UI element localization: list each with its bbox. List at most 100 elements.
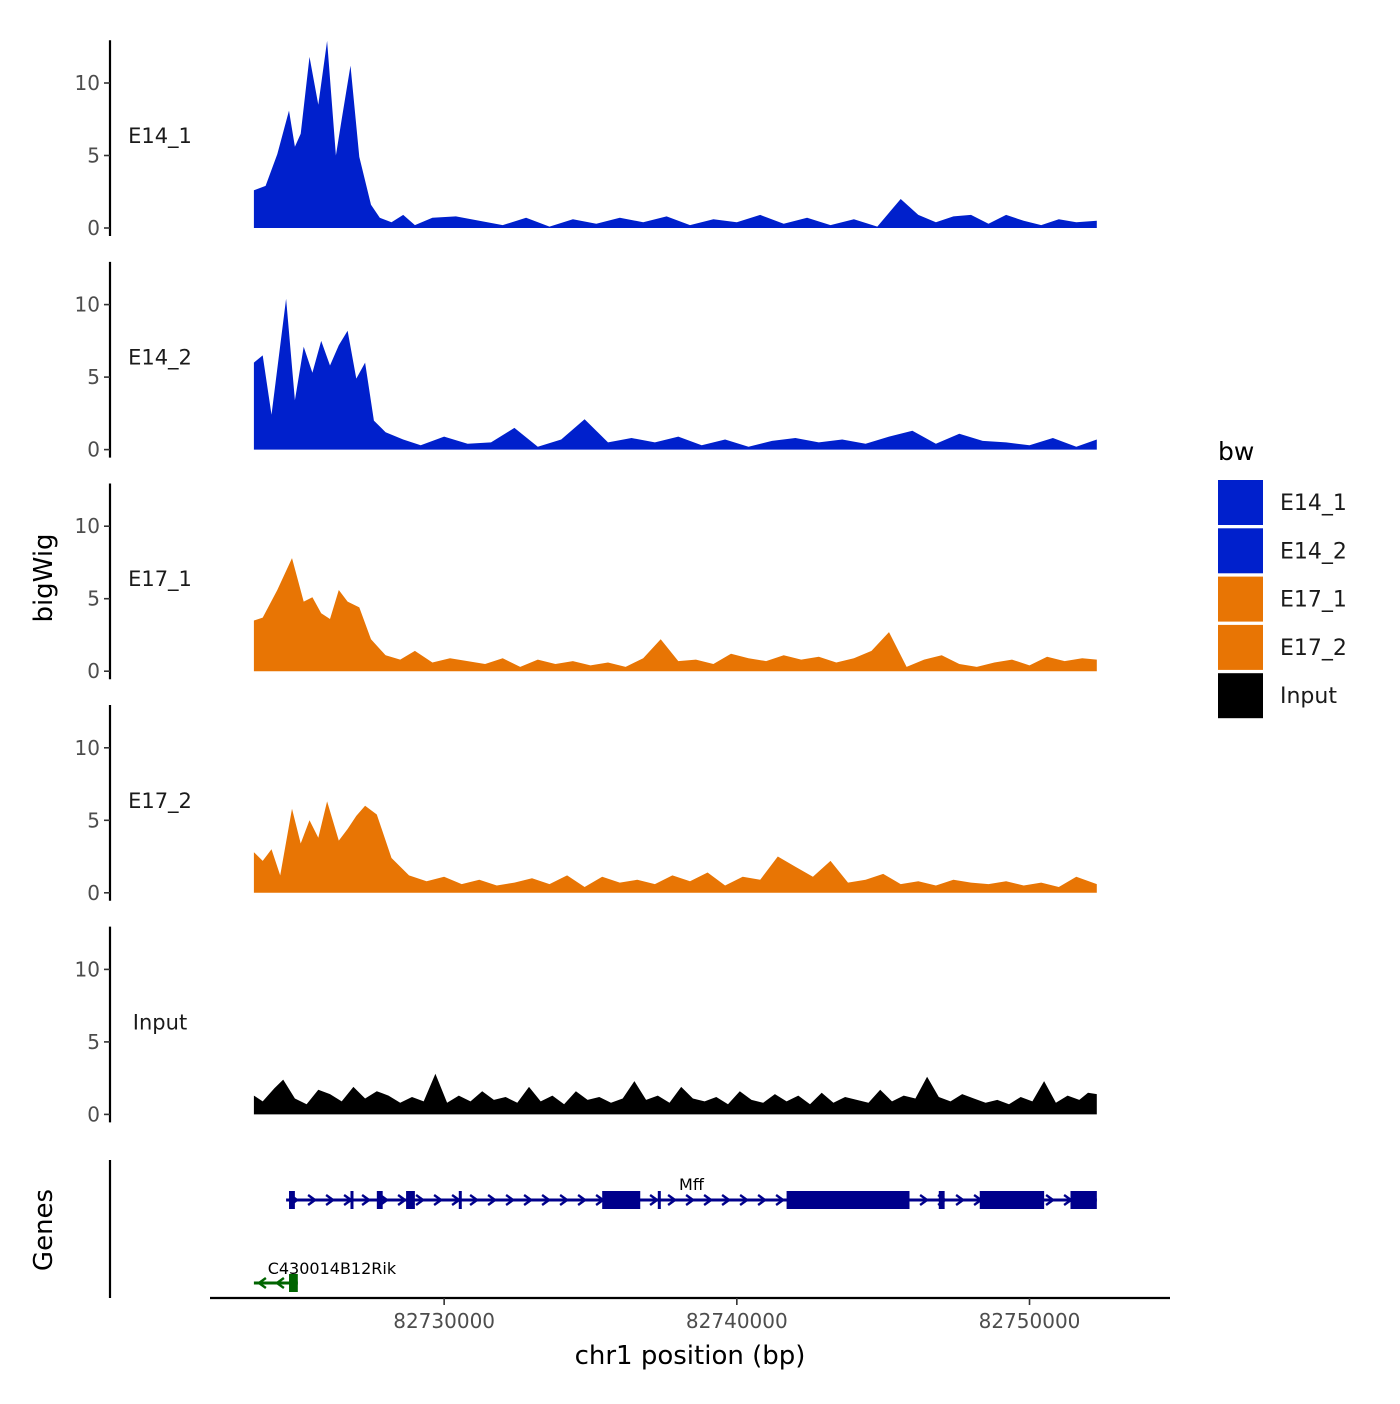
track-e14-1: 0 5 10 E14_1 bbox=[75, 40, 1097, 240]
strand-arrow bbox=[703, 1194, 714, 1206]
strand-arrow bbox=[775, 1194, 786, 1206]
y-axis-title: bigWig bbox=[29, 533, 59, 622]
strand-arrow bbox=[361, 1194, 372, 1206]
coverage-tracks: 0 5 10 E14_1 0 5 10 E14_2 0 5 10 E17_1 0 5 10 E17_2 0 5 10… bbox=[75, 40, 1097, 1126]
legend-item-e17-1: E17_1 bbox=[1218, 576, 1347, 622]
x-tick-label: 82750000 bbox=[979, 1309, 1081, 1333]
strand-arrow bbox=[541, 1194, 552, 1206]
legend-label: E14_2 bbox=[1280, 539, 1347, 564]
y-tick-label: 10 bbox=[75, 957, 100, 981]
gene-exon bbox=[938, 1191, 945, 1209]
strand-arrow bbox=[739, 1194, 750, 1206]
legend-swatch bbox=[1218, 624, 1263, 670]
gene-exon bbox=[376, 1191, 383, 1209]
strand-arrow bbox=[649, 1194, 660, 1206]
strand-arrow bbox=[667, 1194, 678, 1206]
gene-label: Mff bbox=[679, 1175, 705, 1194]
gene-exon bbox=[289, 1191, 295, 1209]
strand-arrow bbox=[307, 1194, 318, 1206]
coverage-area-e14-2 bbox=[253, 298, 1097, 450]
legend-swatch bbox=[1218, 673, 1263, 719]
legend-swatch bbox=[1218, 528, 1263, 574]
gene-exon bbox=[602, 1191, 641, 1209]
y-tick-label: 0 bbox=[87, 881, 100, 905]
gene-exon bbox=[458, 1191, 462, 1209]
coverage-area-e17-2 bbox=[253, 801, 1097, 893]
legend: bw E14_1 E14_2 E17_1 E17_2 Input bbox=[1218, 437, 1347, 719]
x-tick-label: 82740000 bbox=[686, 1309, 788, 1333]
legend-item-e14-1: E14_1 bbox=[1218, 480, 1347, 525]
strand-arrow bbox=[523, 1194, 534, 1206]
x-axis: 82730000 82740000 82750000 bbox=[210, 1296, 1170, 1333]
track-e17-2: 0 5 10 E17_2 bbox=[75, 705, 1097, 905]
gene-c430014b12rik: C430014B12Rik bbox=[253, 1259, 397, 1292]
legend-swatch bbox=[1218, 480, 1263, 525]
y-tick-label: 5 bbox=[87, 1030, 100, 1054]
track-e14-2: 0 5 10 E14_2 bbox=[75, 261, 1097, 462]
gene-exon bbox=[979, 1191, 1045, 1209]
y-tick-label: 5 bbox=[87, 587, 100, 611]
legend-label: Input bbox=[1280, 684, 1337, 709]
strand-arrow bbox=[685, 1194, 696, 1206]
track-input: 0 5 10 Input bbox=[75, 926, 1097, 1126]
y-tick-label: 5 bbox=[87, 808, 100, 832]
legend-title: bw bbox=[1218, 437, 1254, 466]
gene-label: C430014B12Rik bbox=[268, 1259, 397, 1278]
strand-arrow bbox=[955, 1194, 966, 1206]
track-label: Input bbox=[133, 1010, 187, 1034]
strand-arrow bbox=[757, 1194, 768, 1206]
y-tick-label: 0 bbox=[87, 216, 100, 240]
y-tick-label: 0 bbox=[87, 1102, 100, 1126]
track-label: E17_2 bbox=[128, 789, 192, 814]
strand-arrow bbox=[274, 1277, 285, 1289]
legend-swatch bbox=[1218, 576, 1263, 622]
strand-arrow bbox=[919, 1194, 930, 1206]
track-label: E17_1 bbox=[128, 567, 192, 592]
legend-label: E17_1 bbox=[1280, 588, 1347, 613]
gene-track: Mff C430014B12Rik bbox=[108, 1160, 1097, 1298]
strand-arrow bbox=[469, 1194, 480, 1206]
strand-arrow bbox=[559, 1194, 570, 1206]
coverage-area-e14-1 bbox=[253, 40, 1097, 229]
gene-mff: Mff bbox=[286, 1175, 1097, 1209]
legend-label: E14_1 bbox=[1280, 491, 1347, 516]
x-tick-label: 82730000 bbox=[393, 1309, 495, 1333]
strand-arrow bbox=[487, 1194, 498, 1206]
gene-exon bbox=[657, 1191, 661, 1209]
coverage-area-input bbox=[253, 1073, 1097, 1115]
x-axis-title: chr1 position (bp) bbox=[575, 1341, 806, 1371]
y-tick-label: 10 bbox=[75, 514, 100, 538]
strand-arrow bbox=[415, 1194, 426, 1206]
strand-arrow bbox=[505, 1194, 516, 1206]
y-tick-label: 0 bbox=[87, 438, 100, 462]
strand-arrow bbox=[577, 1194, 588, 1206]
strand-arrow bbox=[721, 1194, 732, 1206]
coverage-area-e17-1 bbox=[253, 558, 1097, 672]
y-tick-label: 0 bbox=[87, 659, 100, 683]
track-label: E14_2 bbox=[128, 346, 192, 371]
legend-item-e14-2: E14_2 bbox=[1218, 528, 1347, 574]
legend-item-e17-2: E17_2 bbox=[1218, 624, 1347, 670]
strand-arrow bbox=[325, 1194, 336, 1206]
strand-arrow bbox=[397, 1194, 408, 1206]
strand-arrow bbox=[433, 1194, 444, 1206]
genes-axis-title: Genes bbox=[29, 1189, 59, 1271]
y-tick-label: 10 bbox=[75, 736, 100, 760]
strand-arrow bbox=[256, 1277, 267, 1289]
gene-exon bbox=[350, 1191, 354, 1209]
gene-exon bbox=[289, 1274, 298, 1292]
gene-exon bbox=[1070, 1191, 1097, 1209]
track-label: E14_1 bbox=[128, 124, 192, 149]
gene-exon bbox=[786, 1191, 910, 1209]
y-tick-label: 5 bbox=[87, 365, 100, 389]
y-tick-label: 5 bbox=[87, 144, 100, 168]
y-tick-label: 10 bbox=[75, 71, 100, 95]
track-e17-1: 0 5 10 E17_1 bbox=[75, 483, 1097, 683]
y-tick-label: 10 bbox=[75, 293, 100, 317]
gene-exon bbox=[406, 1191, 415, 1209]
legend-label: E17_2 bbox=[1280, 636, 1347, 661]
strand-arrow bbox=[1045, 1194, 1056, 1206]
legend-item-input: Input bbox=[1218, 673, 1337, 719]
